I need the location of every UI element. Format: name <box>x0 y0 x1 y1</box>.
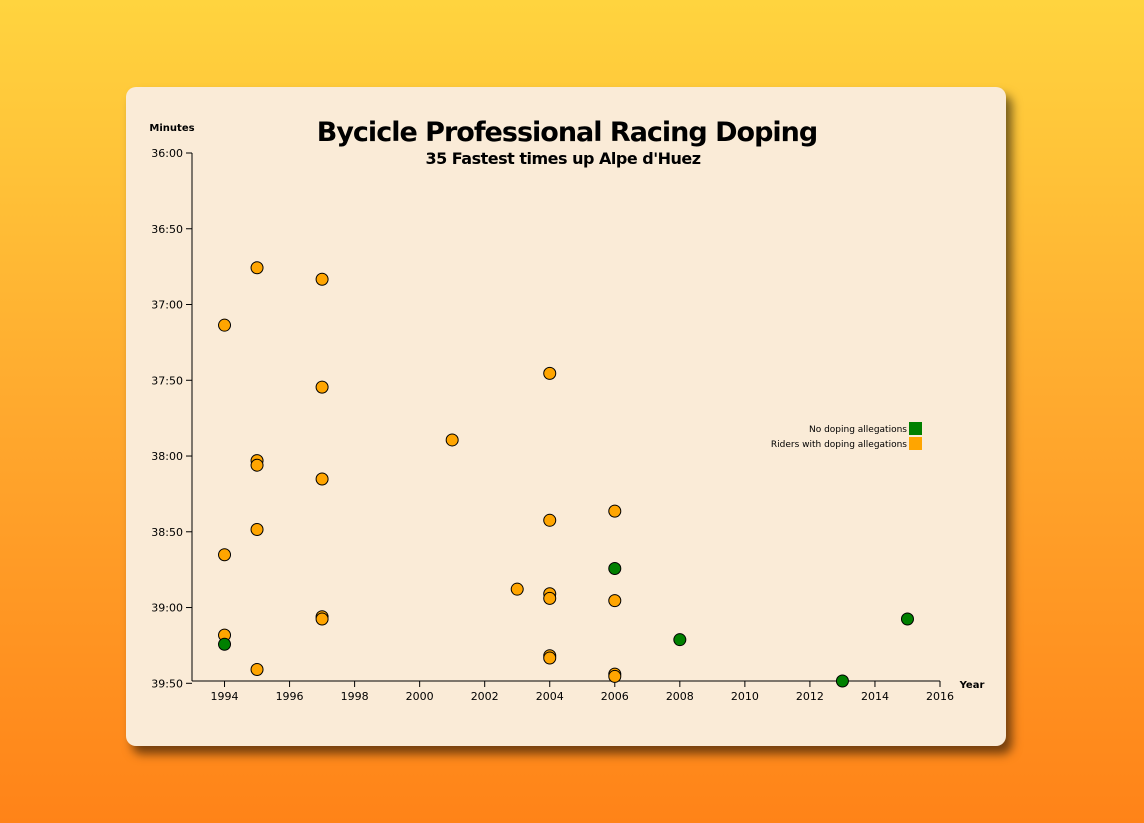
legend: No doping allegations Riders with doping … <box>771 422 922 450</box>
data-point[interactable] <box>900 612 914 626</box>
y-tick-label: 39:00 <box>151 602 183 615</box>
y-tick-label: 37:50 <box>151 374 183 387</box>
x-tick-label: 1994 <box>211 690 239 703</box>
data-point[interactable] <box>315 612 329 626</box>
x-axis-label: Year <box>959 680 985 691</box>
data-point[interactable] <box>543 513 557 527</box>
x-tick-label: 2016 <box>926 690 954 703</box>
data-point[interactable] <box>218 637 232 651</box>
y-tick-label: 37:00 <box>151 299 183 312</box>
data-point[interactable] <box>445 433 459 447</box>
data-point[interactable] <box>608 562 622 576</box>
data-point[interactable] <box>608 594 622 608</box>
data-point[interactable] <box>218 548 232 562</box>
legend-label: No doping allegations <box>809 425 907 435</box>
data-point[interactable] <box>250 663 264 677</box>
data-point[interactable] <box>608 669 622 683</box>
data-point[interactable] <box>543 366 557 380</box>
data-point[interactable] <box>315 272 329 286</box>
data-point[interactable] <box>608 504 622 518</box>
x-tick-label: 2000 <box>406 690 434 703</box>
axes: 36:00 36:50 37:00 37:50 38:00 38:50 39:00 39:50… <box>151 147 954 703</box>
chart-subtitle: 35 Fastest times up Alpe d'Huez <box>425 149 700 168</box>
y-axis-label: Minutes <box>149 123 194 134</box>
y-tick-label: 36:50 <box>151 223 183 236</box>
x-tick-label: 2002 <box>471 690 499 703</box>
x-tick-label: 2004 <box>536 690 564 703</box>
x-tick-label: 1996 <box>276 690 304 703</box>
data-point[interactable] <box>250 522 264 536</box>
data-point[interactable] <box>250 261 264 275</box>
x-tick-label: 2006 <box>601 690 629 703</box>
scatter-chart: Bycicle Professional Racing Doping 35 Fa… <box>149 117 985 703</box>
data-point[interactable] <box>250 458 264 472</box>
legend-swatch <box>909 437 922 450</box>
data-point[interactable] <box>835 674 849 688</box>
legend-swatch <box>909 422 922 435</box>
data-point[interactable] <box>218 318 232 332</box>
chart-card: Bycicle Professional Racing Doping 35 Fa… <box>126 87 1006 746</box>
y-tick-label: 39:50 <box>151 677 183 690</box>
y-tick-label: 36:00 <box>151 147 183 160</box>
y-tick-label: 38:50 <box>151 526 183 539</box>
x-tick-label: 1998 <box>341 690 369 703</box>
x-tick-label: 2008 <box>666 690 694 703</box>
x-tick-label: 2014 <box>861 690 889 703</box>
data-point[interactable] <box>673 633 687 647</box>
data-point[interactable] <box>315 380 329 394</box>
x-tick-label: 2012 <box>796 690 824 703</box>
x-tick-label: 2010 <box>731 690 759 703</box>
data-point[interactable] <box>543 591 557 605</box>
data-points <box>218 261 914 688</box>
data-point[interactable] <box>510 582 524 596</box>
legend-label: Riders with doping allegations <box>771 440 907 450</box>
data-point[interactable] <box>315 472 329 486</box>
chart-title: Bycicle Professional Racing Doping <box>317 117 817 148</box>
data-point[interactable] <box>543 651 557 665</box>
y-tick-label: 38:00 <box>151 450 183 463</box>
